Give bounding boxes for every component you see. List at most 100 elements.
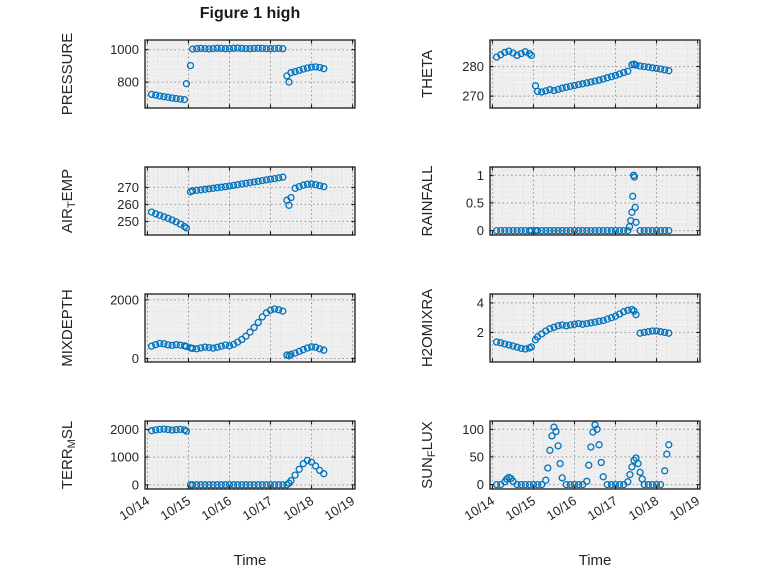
data-point xyxy=(238,481,246,489)
data-point xyxy=(168,341,176,350)
y-tick-label: 0 xyxy=(132,351,139,366)
data-point xyxy=(615,480,624,489)
subplot-RAINFALL: 0 0.5 1 RAINFALL xyxy=(419,166,701,238)
data-point xyxy=(527,51,536,60)
data-point xyxy=(238,180,246,188)
marker-series xyxy=(492,47,673,96)
data-point xyxy=(266,175,275,183)
data-point xyxy=(291,349,299,357)
x-tick-label: 10/15 xyxy=(503,493,538,523)
data-point xyxy=(182,80,191,88)
x-tick-label-group: 10/17 xyxy=(585,493,620,523)
data-point xyxy=(517,49,525,58)
data-point xyxy=(246,328,254,336)
data-point xyxy=(656,328,665,336)
data-point xyxy=(558,321,566,329)
data-point xyxy=(554,226,562,235)
y-tick-label: 800 xyxy=(117,75,139,90)
data-point xyxy=(164,93,172,101)
data-point xyxy=(501,226,509,235)
data-point xyxy=(197,481,205,489)
data-point xyxy=(587,226,595,235)
data-point xyxy=(287,193,295,202)
data-point xyxy=(303,64,312,72)
data-point xyxy=(316,345,324,353)
data-point xyxy=(665,226,673,235)
data-point xyxy=(636,329,644,337)
data-point xyxy=(566,321,575,329)
data-point xyxy=(570,81,579,90)
data-point xyxy=(595,441,603,449)
marker-series xyxy=(147,173,328,232)
data-point xyxy=(583,477,591,485)
data-point xyxy=(217,342,225,350)
data-point xyxy=(501,48,509,57)
x-tick-label-group: 10/15 xyxy=(158,493,193,523)
marker-series xyxy=(492,305,673,353)
data-point xyxy=(147,208,156,216)
data-point xyxy=(250,323,258,332)
data-point xyxy=(492,226,501,235)
data-point xyxy=(525,49,534,58)
data-point xyxy=(554,85,562,94)
data-point xyxy=(221,481,230,489)
data-point xyxy=(615,70,624,78)
data-point xyxy=(546,446,554,454)
data-point xyxy=(160,425,168,433)
y-axis-label: H2OMIXRA xyxy=(419,289,436,367)
data-point xyxy=(574,226,583,235)
data-point xyxy=(307,180,316,188)
figure-title: Figure 1 high xyxy=(199,5,301,22)
data-point xyxy=(533,87,542,96)
data-point xyxy=(188,45,197,53)
data-point xyxy=(320,346,328,354)
data-point xyxy=(585,461,593,469)
x-tick-label: 10/17 xyxy=(585,493,620,523)
data-point xyxy=(180,95,189,104)
data-point xyxy=(316,182,324,190)
data-point xyxy=(266,45,275,53)
axes-box xyxy=(144,166,356,236)
data-point xyxy=(152,210,160,218)
data-point xyxy=(156,92,164,100)
data-point xyxy=(188,481,197,489)
data-point xyxy=(533,480,542,489)
data-point xyxy=(550,323,558,331)
data-point xyxy=(509,342,517,350)
data-point xyxy=(270,481,279,489)
data-point xyxy=(574,319,583,328)
data-point xyxy=(595,76,603,84)
y-tick-label: 270 xyxy=(117,180,139,195)
data-point xyxy=(299,346,307,354)
data-point xyxy=(262,481,271,489)
data-point xyxy=(275,306,283,314)
data-point xyxy=(213,184,221,192)
x-tick-label: 10/16 xyxy=(544,493,579,523)
y-tick-label: 100 xyxy=(462,422,484,437)
data-point xyxy=(147,90,156,99)
data-point xyxy=(542,87,550,95)
data-point xyxy=(209,44,217,53)
data-point xyxy=(630,307,638,315)
data-point xyxy=(303,180,312,188)
data-point xyxy=(193,186,201,194)
data-point xyxy=(634,459,642,468)
data-point xyxy=(644,328,652,336)
data-point xyxy=(599,473,607,481)
data-point xyxy=(221,45,230,53)
x-tick-label: 10/19 xyxy=(322,493,357,523)
data-point xyxy=(497,226,505,235)
data-point xyxy=(591,77,599,85)
data-point xyxy=(624,226,632,235)
y-tick-label: 1000 xyxy=(110,42,139,57)
subplot-MIXDEPTH: 0 2000 MIXDEPTH xyxy=(59,289,356,367)
data-point xyxy=(164,341,172,349)
y-axis-label: MIXDEPTH xyxy=(59,289,76,367)
data-point xyxy=(583,319,591,328)
data-point xyxy=(156,339,164,348)
data-point xyxy=(544,464,552,472)
data-point xyxy=(548,432,556,440)
data-point xyxy=(262,176,271,184)
data-point xyxy=(517,344,525,353)
